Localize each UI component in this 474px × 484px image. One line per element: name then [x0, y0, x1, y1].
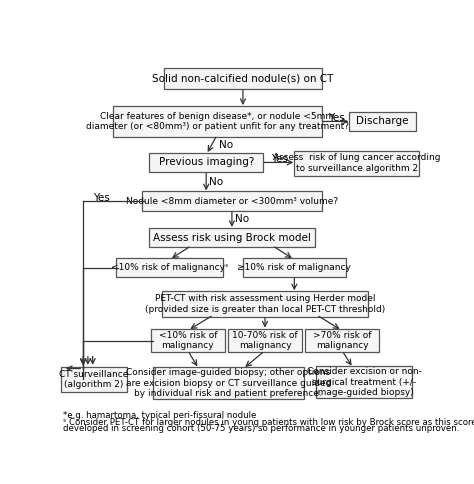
FancyBboxPatch shape — [243, 258, 346, 277]
Text: No: No — [209, 177, 223, 187]
Text: Assess  risk of lung cancer according
to surveillance algorithm 2: Assess risk of lung cancer according to … — [273, 153, 440, 173]
FancyBboxPatch shape — [112, 106, 322, 136]
Text: ˢ Consider PET-CT for larger nodules in young patients with low risk by Brock sc: ˢ Consider PET-CT for larger nodules in … — [63, 418, 474, 427]
Text: Yes: Yes — [271, 154, 287, 165]
Text: Nodule <8mm diameter or <300mm³ volume?: Nodule <8mm diameter or <300mm³ volume? — [126, 197, 338, 206]
FancyBboxPatch shape — [228, 329, 302, 352]
FancyBboxPatch shape — [153, 367, 303, 399]
Text: 10-70% risk of
malignancy: 10-70% risk of malignancy — [232, 331, 298, 350]
Text: Consider excision or non-
surgical treatment (+/-
image-guided biopsy): Consider excision or non- surgical treat… — [307, 367, 421, 397]
FancyBboxPatch shape — [149, 153, 263, 172]
FancyBboxPatch shape — [294, 151, 419, 176]
FancyBboxPatch shape — [316, 366, 412, 398]
Text: Yes: Yes — [93, 193, 110, 203]
Text: Solid non-calcified nodule(s) on CT: Solid non-calcified nodule(s) on CT — [152, 74, 334, 84]
FancyBboxPatch shape — [142, 192, 322, 211]
Text: PET-CT with risk assessment using Herder model
(provided size is greater than lo: PET-CT with risk assessment using Herder… — [145, 294, 385, 314]
Text: No: No — [235, 214, 249, 225]
Text: Consider image-guided biopsy; other options
are excision biopsy or CT surveillan: Consider image-guided biopsy; other opti… — [126, 368, 331, 398]
Text: Discharge: Discharge — [356, 117, 409, 126]
Text: Assess risk using Brock model: Assess risk using Brock model — [153, 233, 311, 242]
Text: ≥10% risk of malignancy: ≥10% risk of malignancy — [237, 263, 351, 272]
FancyBboxPatch shape — [116, 258, 223, 277]
FancyBboxPatch shape — [162, 291, 368, 317]
FancyBboxPatch shape — [149, 228, 315, 247]
Text: <10% risk of
malignancy: <10% risk of malignancy — [159, 331, 217, 350]
Text: No: No — [219, 140, 233, 150]
Text: Yes: Yes — [328, 113, 345, 123]
FancyBboxPatch shape — [151, 329, 225, 352]
FancyBboxPatch shape — [164, 68, 322, 90]
FancyBboxPatch shape — [305, 329, 379, 352]
Text: *e.g. hamartoma, typical peri-fissural nodule: *e.g. hamartoma, typical peri-fissural n… — [63, 411, 256, 421]
Text: Previous imaging?: Previous imaging? — [158, 157, 254, 167]
FancyBboxPatch shape — [349, 112, 416, 131]
FancyBboxPatch shape — [61, 367, 127, 392]
Text: >70% risk of
malignancy: >70% risk of malignancy — [313, 331, 371, 350]
Text: Clear features of benign disease*, or nodule <5mm
diameter (or <80mm³) or patien: Clear features of benign disease*, or no… — [86, 112, 349, 131]
Text: CT surveillance
(algorithm 2): CT surveillance (algorithm 2) — [59, 370, 129, 389]
Text: <10% risk of malignancyˢ: <10% risk of malignancyˢ — [111, 263, 228, 272]
Text: developed in screening cohort (50-75 years) so performance in younger patients u: developed in screening cohort (50-75 yea… — [63, 424, 459, 433]
